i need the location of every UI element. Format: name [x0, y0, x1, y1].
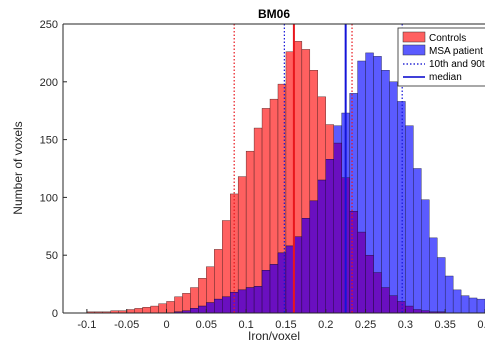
x-ticks: -0.1 -0.05 0 0.05 0.1 0.15 0.2 0.25 0.3 0.35 0.4 [77, 309, 485, 331]
x-tick-label: 0.2 [318, 319, 333, 331]
controls-bar [174, 296, 183, 314]
overlap-bar [309, 200, 318, 314]
overlap-bar [317, 179, 326, 314]
msa-patient-bar [421, 199, 430, 314]
x-axis-label: Iron/voxel [248, 329, 300, 343]
legend-swatch-msa-patient [402, 44, 426, 56]
overlap-bar [245, 287, 255, 314]
controls-bar [126, 309, 135, 314]
overlap-bar [261, 270, 271, 314]
overlap-bar [222, 296, 231, 314]
overlap-bar [253, 286, 263, 314]
overlap-bar [373, 272, 382, 314]
x-tick-label: 0.35 [434, 319, 455, 331]
msa-patient-bar [468, 297, 478, 314]
overlap-bar [190, 308, 199, 314]
legend-swatch-controls [402, 31, 426, 43]
msa-patient-bar [444, 275, 454, 314]
y-ticks: 0 50 100 150 200 250 [40, 19, 67, 320]
reference-lines [233, 24, 403, 313]
overlap-bar [397, 301, 406, 314]
controls-bar [142, 307, 151, 314]
x-tick-label: 0.4 [477, 319, 485, 331]
y-tick-label: 50 [46, 250, 58, 262]
overlap-bar [357, 231, 366, 314]
chart-title: BM06 [258, 7, 290, 21]
x-tick-label: 0.25 [355, 319, 376, 331]
controls-bar [158, 303, 167, 314]
overlap-bar [325, 159, 334, 314]
legend: Controls MSA patient 10th and 90t median [397, 27, 485, 87]
overlap-bar [333, 142, 342, 314]
overlap-bar [198, 305, 207, 314]
msa-patient-bar [405, 125, 414, 314]
controls-bar [166, 301, 175, 314]
overlap-bar [381, 287, 390, 314]
controls-bar [150, 305, 159, 314]
overlap-bar [214, 298, 223, 314]
overlap-bar [230, 291, 239, 314]
msa-patient-bar [437, 257, 446, 314]
x-tick-label: 0.05 [196, 319, 217, 331]
overlap-bar [349, 211, 358, 314]
x-tick-label: 0 [163, 319, 169, 331]
y-tick-label: 100 [40, 192, 58, 204]
x-tick-label: 0.1 [238, 319, 253, 331]
overlap-bar [277, 252, 287, 314]
msa-patient-bar [389, 81, 398, 314]
overlap-bar [269, 264, 279, 314]
msa-patient-bar [476, 298, 485, 314]
legend-label-controls: Controls [429, 33, 466, 44]
msa-patient-bar [381, 70, 390, 314]
overlap-bar [413, 309, 422, 314]
msa-patient-bar [460, 295, 470, 314]
y-tick-label: 200 [40, 77, 58, 89]
overlap-bars [174, 142, 446, 314]
overlap-bar [301, 218, 311, 314]
y-tick-label: 150 [40, 135, 58, 147]
legend-label-median: median [429, 72, 462, 83]
overlap-bar [237, 289, 247, 314]
msa-patient-bar [429, 237, 438, 314]
legend-label-percentile: 10th and 90t [429, 59, 485, 70]
y-tick-label: 250 [40, 19, 58, 31]
overlap-bar [285, 245, 295, 314]
x-tick-label: 0.3 [398, 319, 413, 331]
overlap-bar [365, 254, 374, 314]
overlap-bar [405, 305, 414, 314]
legend-label-msa-patient: MSA patient [429, 46, 483, 57]
msa-patient-bar [413, 168, 422, 314]
overlap-bar [389, 295, 398, 314]
msa-patient-bar [452, 289, 462, 314]
overlap-bar [293, 236, 303, 314]
controls-bar [134, 308, 143, 314]
controls-bar [253, 127, 263, 314]
x-tick-label: -0.05 [114, 319, 139, 331]
y-tick-label: 0 [52, 308, 58, 320]
overlap-bar [206, 302, 215, 314]
x-tick-label: 0.15 [275, 319, 296, 331]
x-tick-label: -0.1 [77, 319, 96, 331]
msa-patient-bar [397, 101, 406, 314]
y-axis-label: Number of voxels [11, 121, 25, 214]
controls-bar [182, 293, 191, 314]
